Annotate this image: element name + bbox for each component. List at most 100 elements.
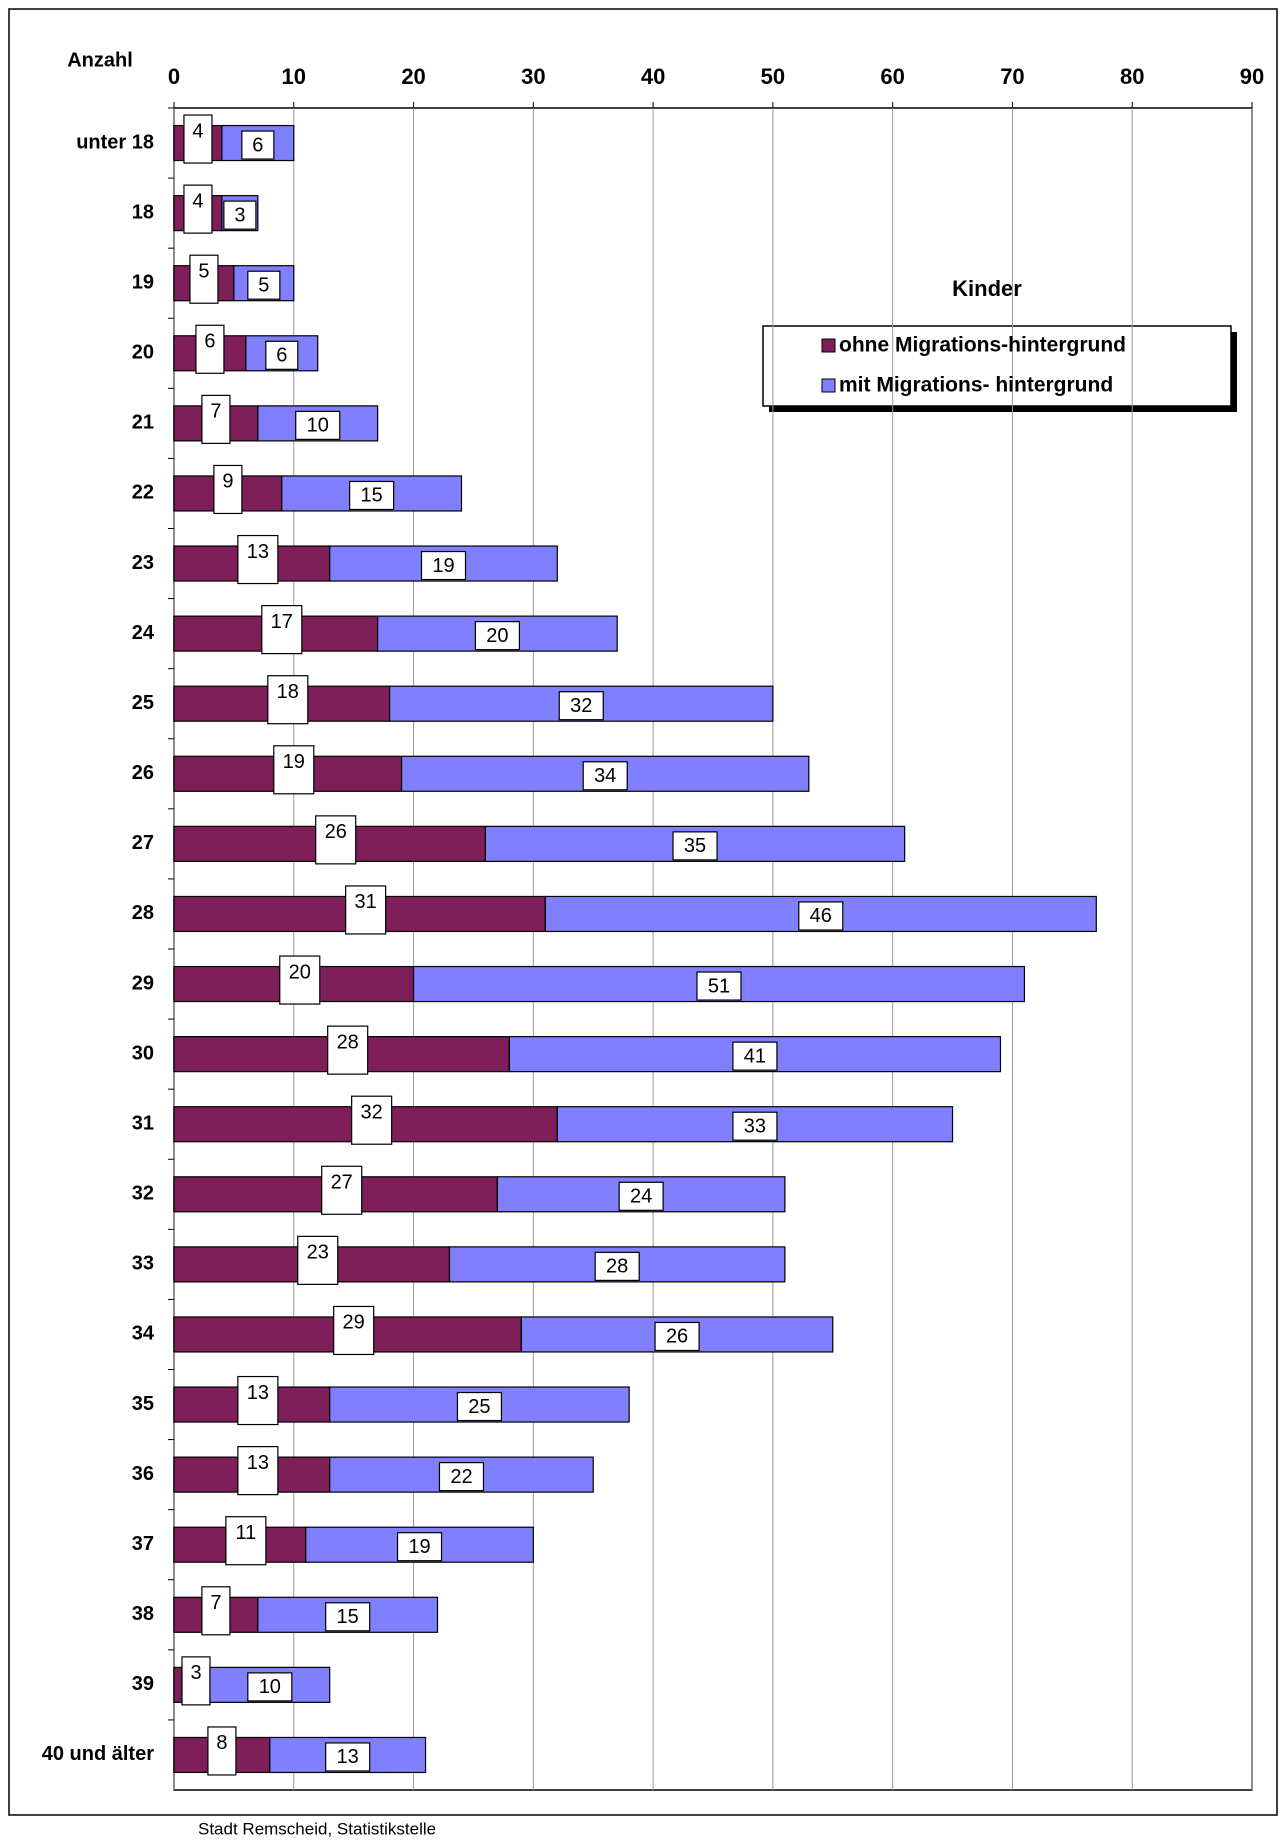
label-box xyxy=(237,1446,279,1496)
y-tick-label: 28 xyxy=(132,902,154,924)
label-box xyxy=(349,480,395,511)
data-label: 6 xyxy=(276,345,287,367)
x-tick-label: 0 xyxy=(168,64,180,89)
label-box xyxy=(558,691,604,721)
label-box xyxy=(297,1235,339,1285)
label-box xyxy=(345,885,387,935)
data-label: 28 xyxy=(606,1256,628,1278)
data-label: 20 xyxy=(486,625,508,647)
label-box xyxy=(325,1742,371,1772)
data-label: 41 xyxy=(744,1045,766,1067)
label-box xyxy=(295,410,341,440)
label-box xyxy=(351,1095,393,1145)
label-box xyxy=(265,340,299,370)
label-box xyxy=(247,1672,293,1702)
data-label: 33 xyxy=(744,1115,766,1137)
label-box xyxy=(325,1602,371,1632)
y-tick-label: 25 xyxy=(132,692,154,714)
data-label: 5 xyxy=(258,274,269,296)
y-tick-label: 29 xyxy=(132,972,154,994)
x-tick-label: 70 xyxy=(1000,64,1024,89)
data-label: 26 xyxy=(325,821,347,843)
label-box xyxy=(474,621,520,651)
label-box xyxy=(247,270,281,300)
data-label: 13 xyxy=(247,1382,269,1404)
data-label: 7 xyxy=(210,1592,221,1614)
y-tick-label: 19 xyxy=(132,271,154,293)
label-box xyxy=(213,464,243,515)
legend-swatch xyxy=(821,338,836,353)
label-box xyxy=(241,130,275,160)
data-label: 18 xyxy=(277,681,299,703)
y-tick-label: 20 xyxy=(132,342,154,364)
label-box xyxy=(732,1041,778,1071)
y-tick-label: 36 xyxy=(132,1463,154,1485)
label-box xyxy=(195,324,225,374)
y-tick-label: 21 xyxy=(132,412,154,434)
label-box xyxy=(279,955,321,1005)
x-tick-label: 80 xyxy=(1120,64,1144,89)
label-box xyxy=(456,1391,503,1422)
label-box xyxy=(438,1462,485,1492)
data-label: 32 xyxy=(570,695,592,717)
data-label: 17 xyxy=(271,611,293,633)
label-box xyxy=(273,745,315,795)
y-tick-label: 30 xyxy=(132,1042,154,1064)
data-label: 46 xyxy=(810,905,832,927)
label-box xyxy=(237,1375,279,1426)
data-label: 19 xyxy=(283,751,305,773)
label-box xyxy=(225,1516,267,1566)
label-box xyxy=(618,1181,664,1211)
data-label: 15 xyxy=(361,485,383,507)
source: Stadt Remscheid, Statistikstelle xyxy=(198,1819,436,1838)
y-tick-label: 27 xyxy=(132,832,154,854)
label-box xyxy=(420,550,467,581)
y-tick-label: 35 xyxy=(132,1393,154,1415)
data-label: 29 xyxy=(343,1312,365,1334)
data-label: 28 xyxy=(337,1031,359,1053)
data-label: 13 xyxy=(247,1452,269,1474)
y-tick-label: 34 xyxy=(132,1323,155,1345)
x-tick-label: 20 xyxy=(401,64,425,89)
y-tick-label: 33 xyxy=(132,1253,154,1275)
data-label: 10 xyxy=(259,1676,281,1698)
label-box xyxy=(732,1111,778,1141)
y-tick-label: 38 xyxy=(132,1603,154,1625)
data-label: 3 xyxy=(190,1662,201,1684)
data-label: 6 xyxy=(204,331,215,353)
data-label: 20 xyxy=(289,961,311,983)
label-box xyxy=(696,971,742,1001)
label-box xyxy=(594,1251,640,1281)
label-box xyxy=(333,1305,375,1356)
data-label: 35 xyxy=(684,835,706,857)
y-tick-label: 22 xyxy=(132,482,154,504)
data-label: 4 xyxy=(192,120,203,142)
label-box xyxy=(223,200,257,230)
data-label: 8 xyxy=(216,1732,227,1754)
data-label: 25 xyxy=(468,1396,490,1418)
y-tick-label: 31 xyxy=(132,1112,154,1134)
data-label: 5 xyxy=(198,260,209,282)
data-label: 19 xyxy=(408,1536,430,1558)
label-box xyxy=(201,1586,231,1636)
data-label: 10 xyxy=(307,415,329,437)
data-label: 51 xyxy=(708,975,730,997)
data-label: 32 xyxy=(361,1101,383,1123)
data-label: 3 xyxy=(234,204,245,226)
label-box xyxy=(181,1656,211,1706)
data-label: 15 xyxy=(337,1606,359,1628)
legend-label: ohne Migrations-hintergrund xyxy=(839,334,1126,357)
label-box xyxy=(582,761,628,791)
data-label: 11 xyxy=(235,1522,256,1544)
data-label: 7 xyxy=(210,401,221,423)
x-tick-label: 50 xyxy=(761,64,785,89)
label-box xyxy=(237,534,279,585)
y-tick-label: 26 xyxy=(132,762,154,784)
label-box xyxy=(261,605,303,655)
x-tick-label: 40 xyxy=(641,64,665,89)
y-tick-label: 24 xyxy=(132,622,155,644)
legend xyxy=(762,325,1232,407)
legend-label: mit Migrations- hintergrund xyxy=(839,374,1113,397)
x-tick-label: 60 xyxy=(880,64,904,89)
